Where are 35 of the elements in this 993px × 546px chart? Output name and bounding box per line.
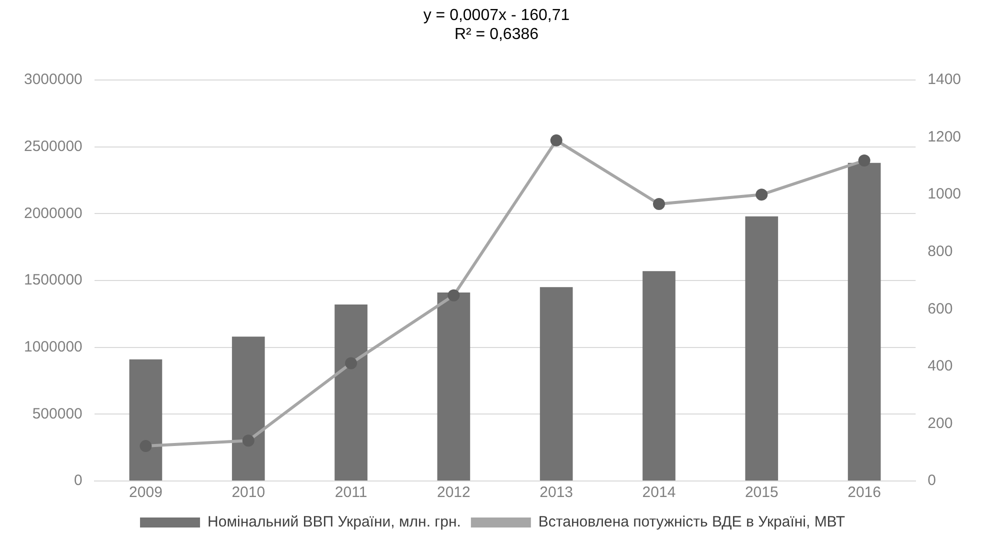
y2-tick-label: 0 <box>928 472 936 490</box>
x-tick-label: 2015 <box>744 484 778 502</box>
y2-tick-label: 1400 <box>928 71 962 88</box>
y-tick-label: 2000000 <box>24 204 82 222</box>
bar <box>129 359 162 480</box>
y2-tick-label: 800 <box>928 243 953 260</box>
y2-tick-label: 1200 <box>928 128 962 146</box>
x-tick-label: 2013 <box>540 484 574 502</box>
x-tick-label: 2012 <box>437 484 470 502</box>
x-tick-label: 2016 <box>848 484 881 502</box>
y-tick-label: 2500000 <box>24 138 82 155</box>
text: R² = 0,6386 <box>453 25 540 44</box>
y2-tick-label: 600 <box>928 300 953 318</box>
x-tick-label: 2010 <box>232 484 266 502</box>
y2-tick-label: 200 <box>928 414 953 432</box>
bar <box>437 292 470 480</box>
bar <box>334 304 368 480</box>
x-tick-label: 2011 <box>334 484 368 502</box>
y2-tick-label: 400 <box>928 358 953 375</box>
y-tick-label: 0 <box>74 472 82 490</box>
bar <box>642 271 676 480</box>
x-tick-label: 2014 <box>642 484 676 502</box>
y-tick-label: 1000000 <box>24 338 82 356</box>
bar <box>232 336 265 480</box>
bar <box>540 287 573 480</box>
text: y = 0,0007x - 160,71 <box>422 6 571 25</box>
x-tick-label: 2009 <box>129 484 162 502</box>
bar <box>745 216 778 480</box>
y-tick-label: 500000 <box>32 405 82 422</box>
y-tick-label: 1500000 <box>24 272 82 289</box>
legend-label: Встановлена потужність ВДЕ в Україні, МВТ <box>538 514 845 531</box>
legend-label: Номінальний ВВП України, млн. грн. <box>208 514 461 531</box>
y2-tick-label: 1000 <box>928 186 962 203</box>
bar <box>848 162 881 480</box>
y-tick-label: 3000000 <box>24 71 82 88</box>
